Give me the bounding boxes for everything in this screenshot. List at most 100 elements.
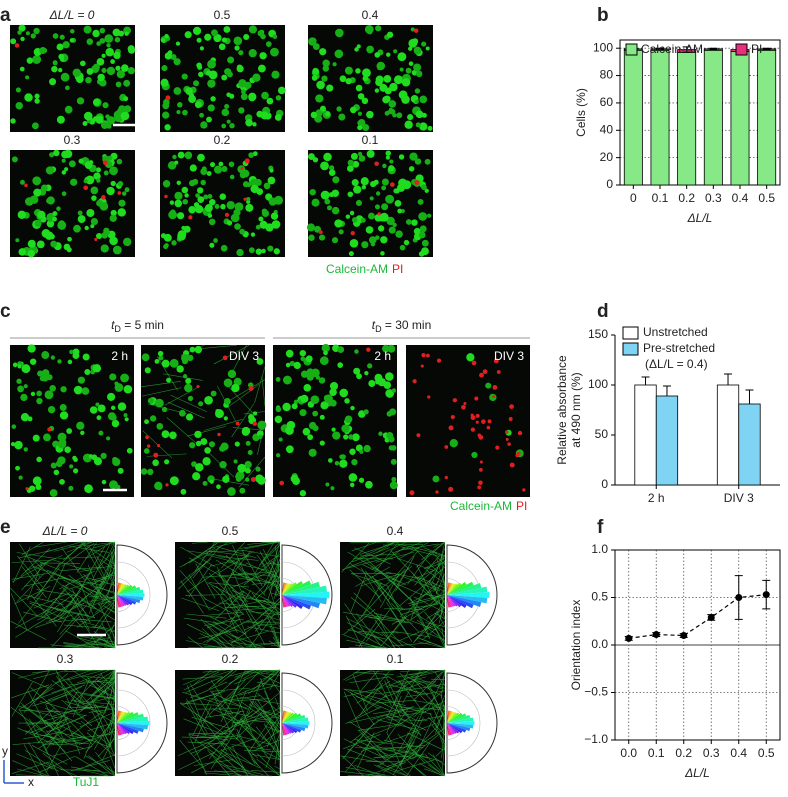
cell xyxy=(26,31,30,35)
cell xyxy=(382,96,389,103)
cell xyxy=(339,389,348,398)
cell xyxy=(375,235,379,239)
cell xyxy=(347,165,354,172)
cell xyxy=(332,176,339,183)
cell xyxy=(17,386,24,393)
cell xyxy=(351,153,358,160)
cell xyxy=(95,403,99,407)
cell xyxy=(45,231,54,240)
cell xyxy=(428,126,433,131)
cell xyxy=(409,166,414,171)
dead-cell xyxy=(479,373,484,378)
legend-swatch xyxy=(736,44,747,55)
cell xyxy=(84,26,92,34)
cell xyxy=(51,66,57,72)
bar xyxy=(717,385,738,485)
cell xyxy=(33,28,39,34)
y-tick-label: 1.0 xyxy=(591,542,608,556)
cell xyxy=(85,77,92,84)
cell xyxy=(118,181,124,187)
dead-cell xyxy=(188,215,192,219)
dead-cell xyxy=(522,488,525,491)
cell xyxy=(292,477,300,485)
cell xyxy=(198,72,203,77)
cell xyxy=(332,431,340,439)
cell xyxy=(271,71,279,79)
dead-cell xyxy=(477,485,481,489)
cell xyxy=(327,205,332,210)
cell xyxy=(28,344,36,352)
cell xyxy=(349,449,355,455)
dead-cell xyxy=(351,231,355,235)
cell xyxy=(415,158,421,164)
cell xyxy=(193,27,201,35)
cell xyxy=(385,195,394,204)
dead-cell xyxy=(476,414,480,418)
dead-cell xyxy=(497,370,501,374)
cell xyxy=(30,358,36,364)
cell xyxy=(323,153,332,162)
cell xyxy=(400,67,404,71)
cell xyxy=(17,364,21,368)
cell xyxy=(388,436,394,442)
cell xyxy=(332,207,339,214)
cell xyxy=(174,200,182,208)
image-caption: 0.1 xyxy=(362,133,379,147)
cell xyxy=(118,468,124,474)
cell xyxy=(404,240,409,245)
cell xyxy=(381,203,388,210)
cell xyxy=(73,69,81,77)
dead-cell xyxy=(515,454,518,457)
cell xyxy=(425,159,431,165)
cell xyxy=(200,121,207,128)
x-axis-label: ΔL/L xyxy=(687,211,713,225)
cell xyxy=(113,246,122,255)
cell xyxy=(190,347,196,353)
cell xyxy=(200,46,204,50)
cell xyxy=(236,249,243,256)
cell xyxy=(117,159,123,165)
cell xyxy=(338,113,345,120)
cell xyxy=(31,392,35,396)
x-tick-label: 0.4 xyxy=(732,191,749,205)
cell xyxy=(466,353,474,361)
cell xyxy=(246,441,251,446)
cell xyxy=(49,78,56,85)
cell xyxy=(200,180,205,185)
cell xyxy=(352,217,358,223)
cell xyxy=(192,472,200,480)
cell xyxy=(271,212,278,219)
cell xyxy=(48,406,55,413)
cell xyxy=(375,88,379,92)
cell xyxy=(98,431,103,436)
cell xyxy=(269,168,273,172)
cell xyxy=(330,486,334,490)
cell xyxy=(308,37,316,45)
cell xyxy=(325,483,329,487)
cell xyxy=(384,75,392,83)
cell xyxy=(65,106,73,114)
cell xyxy=(409,61,414,66)
cell xyxy=(170,476,179,485)
cell xyxy=(321,191,330,200)
cell xyxy=(341,454,346,459)
cell xyxy=(315,94,323,102)
cell xyxy=(64,150,72,158)
cell xyxy=(84,484,93,493)
cell xyxy=(391,459,397,465)
cell xyxy=(422,240,429,247)
cell xyxy=(275,114,282,121)
image-caption: ΔL/L = 0 xyxy=(42,524,88,538)
cell xyxy=(27,250,35,258)
cell xyxy=(361,218,366,223)
cell xyxy=(359,155,366,162)
cell xyxy=(393,49,397,53)
x-tick-label: 0 xyxy=(630,191,637,205)
cell xyxy=(92,30,99,37)
cell xyxy=(110,215,117,222)
x-tick-label: 0.1 xyxy=(652,191,669,205)
cell xyxy=(144,419,149,424)
cell xyxy=(366,226,374,234)
cell xyxy=(331,427,335,431)
cell xyxy=(407,114,413,120)
